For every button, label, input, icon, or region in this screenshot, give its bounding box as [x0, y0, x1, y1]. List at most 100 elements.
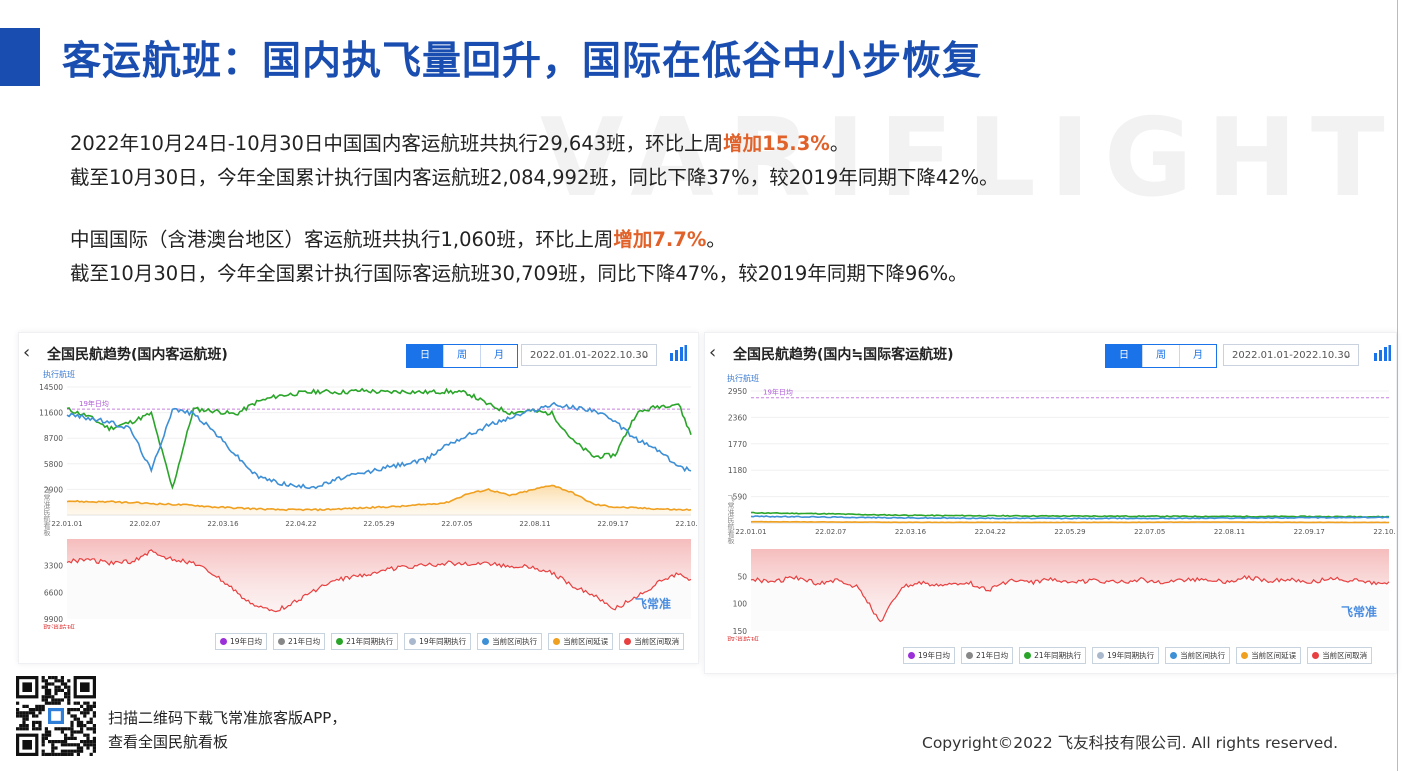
legend-dot-icon — [278, 638, 286, 645]
domestic-trend-panel: ‹ 全国民航趋势(国内客运航班) 日 周 月 2022.01.01-2022.1… — [18, 332, 699, 664]
reference-label: 19年日均 — [79, 399, 109, 408]
upper-ytick-label: 2900 — [44, 485, 63, 494]
international-trend-chart: 执行航班 2950 2360 1770 1180 590 19年日均 22.01.01 22.0… — [727, 373, 1396, 641]
page-title: 客运航班：国内执飞量回升，国际在低谷中小步恢复 — [62, 39, 983, 84]
x-tick-label: 22.05.29 — [363, 520, 394, 528]
legend-label: 当前区间执行 — [1180, 651, 1226, 660]
tab-month[interactable]: 月 — [1180, 345, 1216, 367]
x-tick-label: 22.09.17 — [597, 520, 628, 528]
legend-dot-icon — [482, 638, 490, 645]
domestic-trend-chart: 执行航班 14500 11600 8700 5800 2900 19年日均 22.01.01 2… — [39, 369, 698, 629]
legend-dot-icon — [336, 638, 344, 645]
tab-day[interactable]: 日 — [407, 345, 444, 367]
copyright-notice: Copyright©2022 飞友科技有限公司. All rights rese… — [922, 734, 1339, 752]
legend-dot-icon — [1241, 652, 1249, 659]
x-tick-label: 22.02.07 — [815, 528, 846, 536]
x-tick-label: 22.04.22 — [975, 528, 1006, 536]
tab-week[interactable]: 周 — [1143, 345, 1180, 367]
series-line — [750, 511, 1390, 518]
chart-legend: 19年日均 21年日均 21年同期执行 19年同期执行 当前区间执行 当前区间延误 当前区间… — [903, 647, 1373, 664]
legend-item[interactable]: 21年同期执行 — [331, 633, 399, 650]
legend-item[interactable]: 21年同期执行 — [1019, 647, 1087, 664]
legend-label: 21年同期执行 — [1034, 651, 1082, 660]
date-range-value: 2022.01.01-2022.10.30 — [1232, 350, 1351, 361]
legend-item[interactable]: 21年日均 — [273, 633, 326, 650]
date-range-select[interactable]: 2022.01.01-2022.10.30 ⌄ — [521, 344, 657, 366]
bar-chart-icon[interactable] — [669, 345, 687, 361]
legend-dot-icon — [1170, 652, 1178, 659]
legend-item[interactable]: 当前区间执行 — [1165, 647, 1231, 664]
series-line — [66, 401, 692, 490]
x-tick-label: 22.08.11 — [519, 520, 550, 528]
page-border-line — [1397, 0, 1398, 771]
series-line — [66, 387, 692, 490]
reference-label: 19年日均 — [763, 388, 793, 397]
legend-label: 当前区间延误 — [1251, 651, 1297, 660]
legend-item[interactable]: 当前区间取消 — [619, 633, 685, 650]
chevron-left-icon[interactable]: ‹ — [23, 342, 31, 363]
date-range-select[interactable]: 2022.01.01-2022.10.30 ⌄ — [1223, 344, 1359, 366]
legend-label: 当前区间执行 — [492, 637, 538, 646]
legend-label: 19年同期执行 — [419, 637, 467, 646]
chevron-down-icon: ⌄ — [641, 350, 650, 361]
upper-ytick-label: 14500 — [39, 383, 63, 392]
legend-item[interactable]: 19年日均 — [215, 633, 268, 650]
summary-text: 截至10月30日，今年全国累计执行国内客运航班2,084,992班，同比下降37… — [70, 166, 999, 189]
date-range-value: 2022.01.01-2022.10.30 — [530, 350, 649, 361]
x-tick-label: 22.07.05 — [441, 520, 472, 528]
tab-day[interactable]: 日 — [1106, 345, 1143, 367]
x-tick-label: 22.04.22 — [285, 520, 316, 528]
x-tick-label: 22.08.11 — [1214, 528, 1245, 536]
chevron-down-icon: ⌄ — [1343, 350, 1352, 361]
lower-ytick-label: 100 — [733, 600, 748, 609]
upper-ylabel: 执行航班 — [43, 369, 75, 379]
summary-line: 截至10月30日，今年全国累计执行国际客运航班30,709班，同比下降47%，较… — [70, 257, 999, 291]
x-tick-label: 22.10.24 — [675, 520, 698, 528]
period-tabs: 日 周 月 — [1105, 344, 1217, 368]
legend-item[interactable]: 19年同期执行 — [1092, 647, 1160, 664]
watermark: VARIFLIGHT — [540, 96, 1399, 221]
legend-item[interactable]: 19年日均 — [903, 647, 956, 664]
legend-item[interactable]: 当前区间延误 — [1236, 647, 1302, 664]
legend-label: 19年日均 — [230, 637, 263, 646]
legend-item[interactable]: 19年同期执行 — [404, 633, 472, 650]
summary-line: 2022年10月24日-10月30日中国国内客运航班共执行29,643班，环比上… — [70, 127, 999, 161]
summary-block: 2022年10月24日-10月30日中国国内客运航班共执行29,643班，环比上… — [70, 127, 999, 291]
legend-label: 19年日均 — [918, 651, 951, 660]
tab-month[interactable]: 月 — [481, 345, 517, 367]
summary-text: 截至10月30日，今年全国累计执行国际客运航班30,709班，同比下降47%，较… — [70, 262, 968, 285]
title-accent-bar — [0, 28, 40, 86]
legend-item[interactable]: 当前区间取消 — [1307, 647, 1373, 664]
bar-chart-icon[interactable] — [1373, 345, 1391, 361]
lower-ytick-label: 150 — [733, 627, 748, 636]
legend-dot-icon — [1024, 652, 1032, 659]
legend-label: 当前区间取消 — [634, 637, 680, 646]
summary-text: 中国国际（含港澳台地区）客运航班共执行1,060班，环比上周 — [70, 228, 614, 251]
summary-highlight: 增加7.7% — [613, 228, 707, 251]
x-tick-label: 22.07.05 — [1134, 528, 1165, 536]
legend-label: 21年同期执行 — [346, 637, 394, 646]
variflight-logo: 飞常准 — [1341, 605, 1378, 619]
legend-item[interactable]: 当前区间执行 — [477, 633, 543, 650]
qr-code — [16, 676, 96, 756]
summary-line: 截至10月30日，今年全国累计执行国内客运航班2,084,992班，同比下降37… — [70, 161, 999, 195]
summary-highlight: 增加15.3% — [723, 132, 830, 155]
side-label: 飞常准民航看板 — [43, 487, 51, 537]
lower-ylabel: 取消航班 — [727, 635, 759, 641]
legend-item[interactable]: 21年日均 — [961, 647, 1014, 664]
series-line — [750, 520, 1390, 524]
x-tick-label: 22.09.17 — [1294, 528, 1325, 536]
legend-label: 当前区间取消 — [1322, 651, 1368, 660]
legend-item[interactable]: 当前区间延误 — [548, 633, 614, 650]
legend-label: 当前区间延误 — [563, 637, 609, 646]
legend-dot-icon — [908, 652, 915, 659]
lower-ytick-label: 3300 — [44, 562, 63, 571]
tab-week[interactable]: 周 — [444, 345, 481, 367]
lower-ylabel: 取消航班 — [43, 623, 75, 629]
series-line — [66, 484, 692, 512]
panel-header: ‹ 全国民航趋势(国内≒国际客运航班) 日 周 月 2022.01.01-202… — [705, 333, 1396, 373]
legend-label: 19年同期执行 — [1107, 651, 1155, 660]
panel-header: ‹ 全国民航趋势(国内客运航班) 日 周 月 2022.01.01-2022.1… — [19, 333, 698, 373]
summary-line: 中国国际（含港澳台地区）客运航班共执行1,060班，环比上周增加7.7%。 — [70, 223, 999, 257]
chevron-left-icon[interactable]: ‹ — [709, 342, 717, 363]
